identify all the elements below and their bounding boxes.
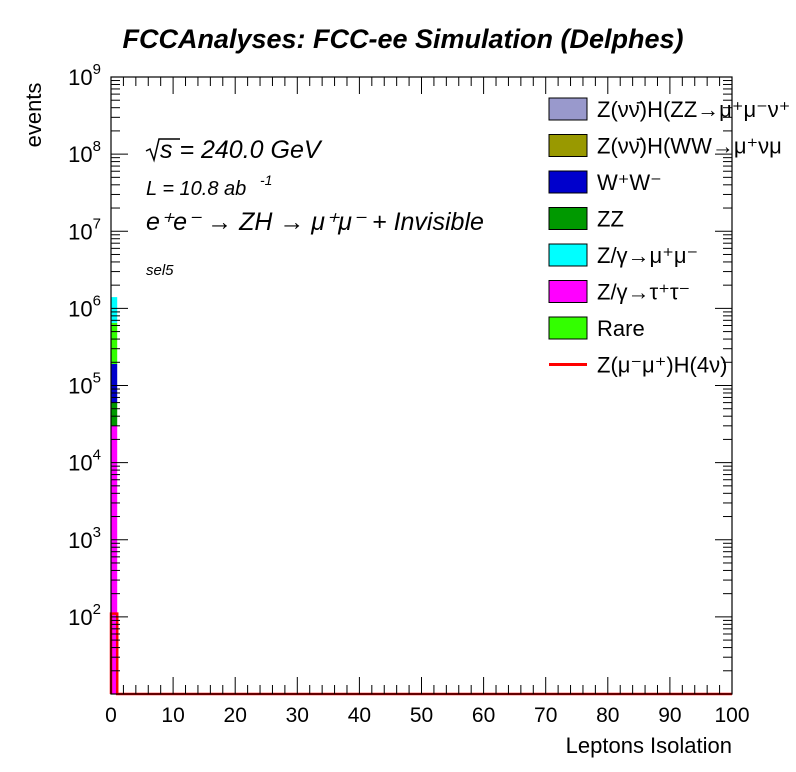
legend-label: W⁺W⁻ [597,170,662,195]
legend-label: Z/γ→μ⁺μ⁻ [597,243,698,268]
legend-label: Z(νν̄)H(WW→μ⁺νμ [597,134,782,159]
lumi-annotation: L = 10.8 ab -1 [146,172,272,200]
x-tick-label: 0 [105,704,117,727]
x-tick-label: 100 [714,704,749,727]
legend-swatch [548,207,588,230]
y-tick-label: 109 [68,61,101,90]
legend-swatch [548,97,588,121]
stack-bar-3 [111,322,118,365]
y-tick-label: 106 [68,292,101,321]
legend-swatch [548,243,588,267]
x-tick-label: 90 [658,704,681,727]
axes: 0 10 20 30 40 50 60 70 80 90 100 102 103 104 105 106 107… [68,61,749,727]
y-tick-label: 104 [68,447,101,476]
chart-title: FCCAnalyses: FCC-ee Simulation (Delphes) [122,24,683,54]
sqrt-s-annotation: s = 240.0 GeV [145,136,323,164]
x-tick-label: 30 [286,704,309,727]
legend-label: ZZ [597,207,624,232]
x-tick-label: 20 [224,704,247,727]
lumi-text: L = 10.8 ab [146,178,246,200]
stack-bar-4 [111,297,118,323]
selection-annotation: sel5 [146,262,174,279]
legend-swatch [548,170,588,194]
x-tick-label: 40 [348,704,371,727]
x-tick-label: 80 [596,704,619,727]
lumi-exponent: -1 [260,172,272,188]
legend-swatch [548,134,588,157]
x-tick-label: 60 [472,704,495,727]
x-axis-label: Leptons Isolation [566,733,732,758]
x-tick-label: 10 [161,704,184,727]
legend-label: Z(νν̄)H(ZZ→μ⁺μ⁻ν⁺ [597,97,790,122]
stack-bar-1 [111,402,118,426]
sqrt-s-text: s = 240.0 GeV [160,136,323,164]
y-tick-label: 105 [68,370,101,399]
x-tick-label: 50 [410,704,433,727]
process-annotation: e⁺e⁻ → ZH → μ⁺μ⁻ + Invisible [146,208,484,236]
y-tick-label: 103 [68,524,101,553]
legend-label: Z(μ⁻μ⁺)H(4ν) [597,353,727,378]
y-tick-label: 102 [68,601,101,630]
y-axis-label: events [21,83,46,148]
stack-bar-2 [111,364,118,403]
y-tick-label: 107 [68,215,101,244]
y-tick-label: 108 [68,138,101,167]
stack-bar-0 [111,425,118,694]
sqrt-symbol [145,138,180,163]
legend: Z(νν̄)H(ZZ→μ⁺μ⁻ν⁺ Z(νν̄)H(WW→μ⁺νμ W⁺W⁻ ZZ Z/… [548,97,790,378]
legend-label: Rare [597,316,645,341]
legend-swatch [548,316,588,340]
legend-swatch [548,280,588,303]
legend-label: Z/γ→τ⁺τ⁻ [597,280,690,305]
x-tick-label: 70 [534,704,557,727]
